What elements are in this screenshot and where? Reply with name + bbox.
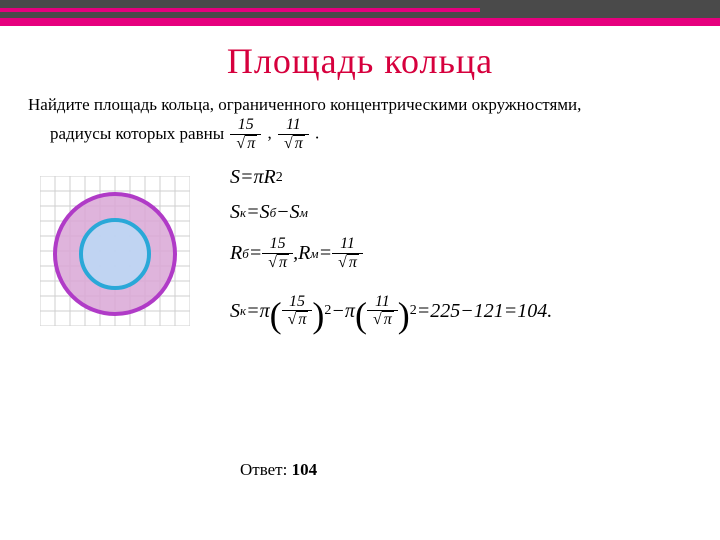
sym-R: R — [264, 166, 276, 189]
sym-S: S — [230, 166, 240, 189]
frac2: 11 π — [367, 294, 398, 330]
Rb-num: 15 — [266, 236, 290, 253]
frac1: 15 π — [282, 294, 313, 330]
dot: . — [547, 300, 552, 323]
Rb-frac: 15 π — [262, 236, 293, 272]
answer-line: Ответ: 104 — [240, 460, 317, 480]
Rm-sub: м — [310, 246, 318, 262]
Rb-den: π — [277, 254, 289, 272]
val2: 121 — [474, 300, 504, 323]
problem-line1: Найдите площадь кольца, ограниченного ко… — [28, 95, 581, 114]
Rm-frac: 11 π — [332, 236, 363, 272]
answer-label: Ответ: — [240, 460, 292, 479]
Rb: R — [230, 242, 242, 265]
Rm: R — [298, 242, 310, 265]
formula-area: S = π R 2 — [230, 166, 690, 189]
eq: = — [246, 201, 260, 224]
problem-statement: Найдите площадь кольца, ограниченного ко… — [28, 94, 698, 153]
formula-calculation: Sк = π ( 15 π ) 2 − π ( 11 π ) 2 = 225 −… — [230, 294, 690, 330]
problem-line2-suffix: . — [315, 124, 319, 143]
Sm: S — [290, 201, 300, 224]
result: 104 — [517, 300, 547, 323]
eq1: = — [249, 242, 263, 265]
r1-numerator: 15 — [234, 117, 258, 134]
slide-title: Площадь кольца — [0, 40, 720, 82]
frac2-den: π — [382, 311, 394, 329]
frac1-num: 15 — [285, 294, 309, 311]
pi-a: π — [260, 300, 270, 323]
radii-separator: , — [267, 124, 271, 143]
Sk2: S — [230, 300, 240, 323]
radius-2-fraction: 11 π — [276, 117, 311, 153]
exp-2: 2 — [276, 170, 283, 186]
eq-b: = — [417, 300, 431, 323]
Sm-sub: м — [300, 205, 308, 221]
exp1: 2 — [324, 303, 331, 319]
problem-line2-prefix: радиусы которых равны — [28, 124, 228, 143]
eq-c: = — [504, 300, 518, 323]
Sk: S — [230, 201, 240, 224]
answer-value: 104 — [292, 460, 318, 479]
pi-b: π — [345, 300, 355, 323]
Sb: S — [260, 201, 270, 224]
val1: 225 — [430, 300, 460, 323]
r1-denominator: π — [245, 135, 257, 153]
top-accent-bar — [0, 0, 720, 26]
annulus-diagram — [40, 176, 190, 326]
sym-pi: π — [254, 166, 264, 189]
accent-rule-thick — [0, 18, 720, 26]
formula-radii-values: Rб = 15 π , Rм = 11 π — [230, 236, 690, 272]
sym-eq: = — [240, 166, 254, 189]
Rm-num: 11 — [336, 236, 359, 253]
minus: − — [276, 201, 290, 224]
eq-a: = — [246, 300, 260, 323]
accent-rule-thin — [0, 8, 480, 12]
r2-denominator: π — [293, 135, 305, 153]
formula-block: S = π R 2 Sк = Sб − Sм Rб = 15 π , Rм = … — [230, 166, 690, 341]
eq2: = — [319, 242, 333, 265]
minus-a: − — [331, 300, 345, 323]
frac2-num: 11 — [371, 294, 394, 311]
formula-ring-def: Sк = Sб − Sм — [230, 201, 690, 224]
exp2: 2 — [410, 303, 417, 319]
r2-numerator: 11 — [282, 117, 305, 134]
Rm-den: π — [347, 254, 359, 272]
minus-b: − — [460, 300, 474, 323]
frac1-den: π — [296, 311, 308, 329]
radius-1-fraction: 15 π — [228, 117, 263, 153]
